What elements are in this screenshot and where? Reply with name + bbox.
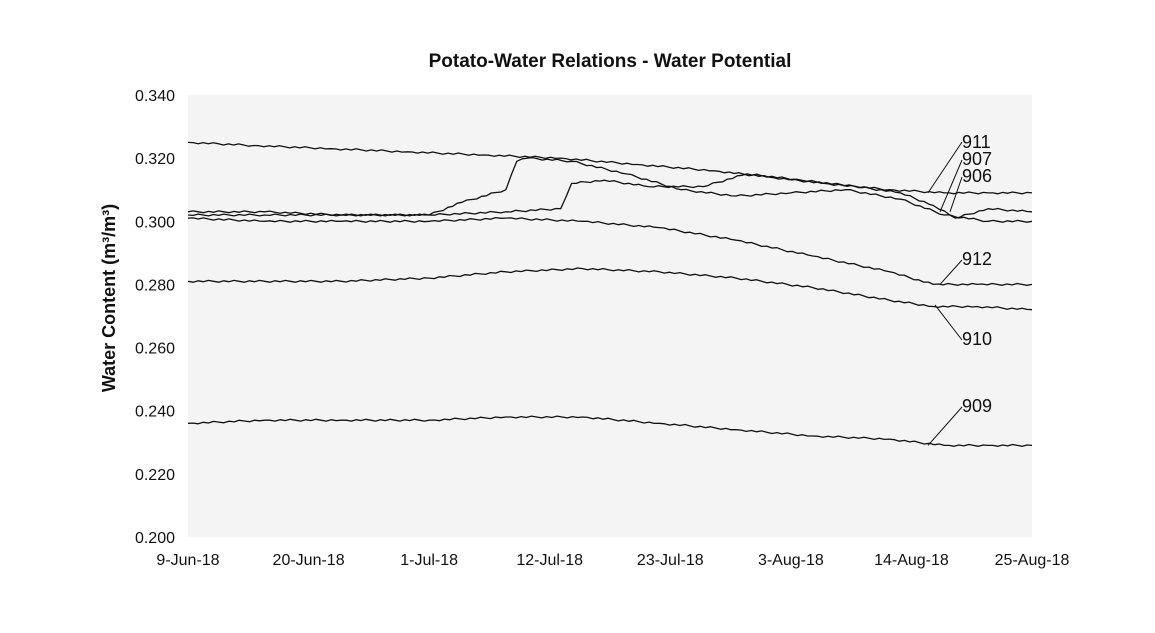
- x-tick-label: 1-Jul-18: [400, 552, 458, 569]
- x-tick-label: 14-Aug-18: [874, 552, 949, 569]
- x-tick-label: 20-Jun-18: [273, 552, 345, 569]
- y-axis-ticks: 0.200 0.220 0.240 0.260 0.280 0.300 0.320 0.340: [135, 88, 175, 547]
- leader-line-909: [927, 406, 963, 446]
- x-tick-label: 23-Jul-18: [637, 552, 704, 569]
- leader-line-911: [927, 141, 963, 194]
- x-tick-label: 9-Jun-18: [156, 552, 219, 569]
- y-tick-label: 0.260: [135, 341, 175, 358]
- series-label-906: 906: [962, 166, 992, 186]
- series-line-906: [187, 173, 1033, 219]
- y-tick-label: 0.280: [135, 277, 175, 294]
- series-line-911: [187, 141, 1033, 195]
- x-tick-label: 3-Aug-18: [758, 552, 824, 569]
- x-tick-label: 25-Aug-18: [995, 552, 1070, 569]
- leader-line-906: [949, 176, 963, 212]
- series-label-911: 911: [962, 132, 991, 152]
- y-tick-label: 0.220: [135, 467, 175, 484]
- leader-line-912: [939, 259, 963, 285]
- y-tick-label: 0.340: [135, 88, 175, 105]
- x-axis-ticks: 9-Jun-18 20-Jun-18 1-Jul-18 12-Jul-18 23-Jul…: [156, 552, 1069, 569]
- y-tick-label: 0.240: [135, 404, 175, 421]
- plot-background: [188, 95, 1032, 537]
- series-lines: [187, 141, 1033, 447]
- series-line-909: [187, 415, 1033, 447]
- series-label-909: 909: [962, 396, 992, 416]
- leader-line-907: [939, 159, 963, 212]
- series-label-910: 910: [962, 329, 992, 349]
- y-tick-label: 0.200: [135, 530, 175, 547]
- y-axis-label: Water Content (m³/m³): [99, 204, 119, 392]
- y-tick-label: 0.300: [135, 214, 175, 231]
- series-label-912: 912: [962, 249, 992, 269]
- x-tick-label: 12-Jul-18: [516, 552, 583, 569]
- series-line-910: [187, 267, 1033, 311]
- chart-title: Potato-Water Relations - Water Potential: [429, 51, 792, 72]
- y-tick-label: 0.320: [135, 151, 175, 168]
- series-line-912: [187, 216, 1033, 286]
- leader-line-910: [934, 304, 963, 341]
- series-label-907: 907: [962, 149, 992, 169]
